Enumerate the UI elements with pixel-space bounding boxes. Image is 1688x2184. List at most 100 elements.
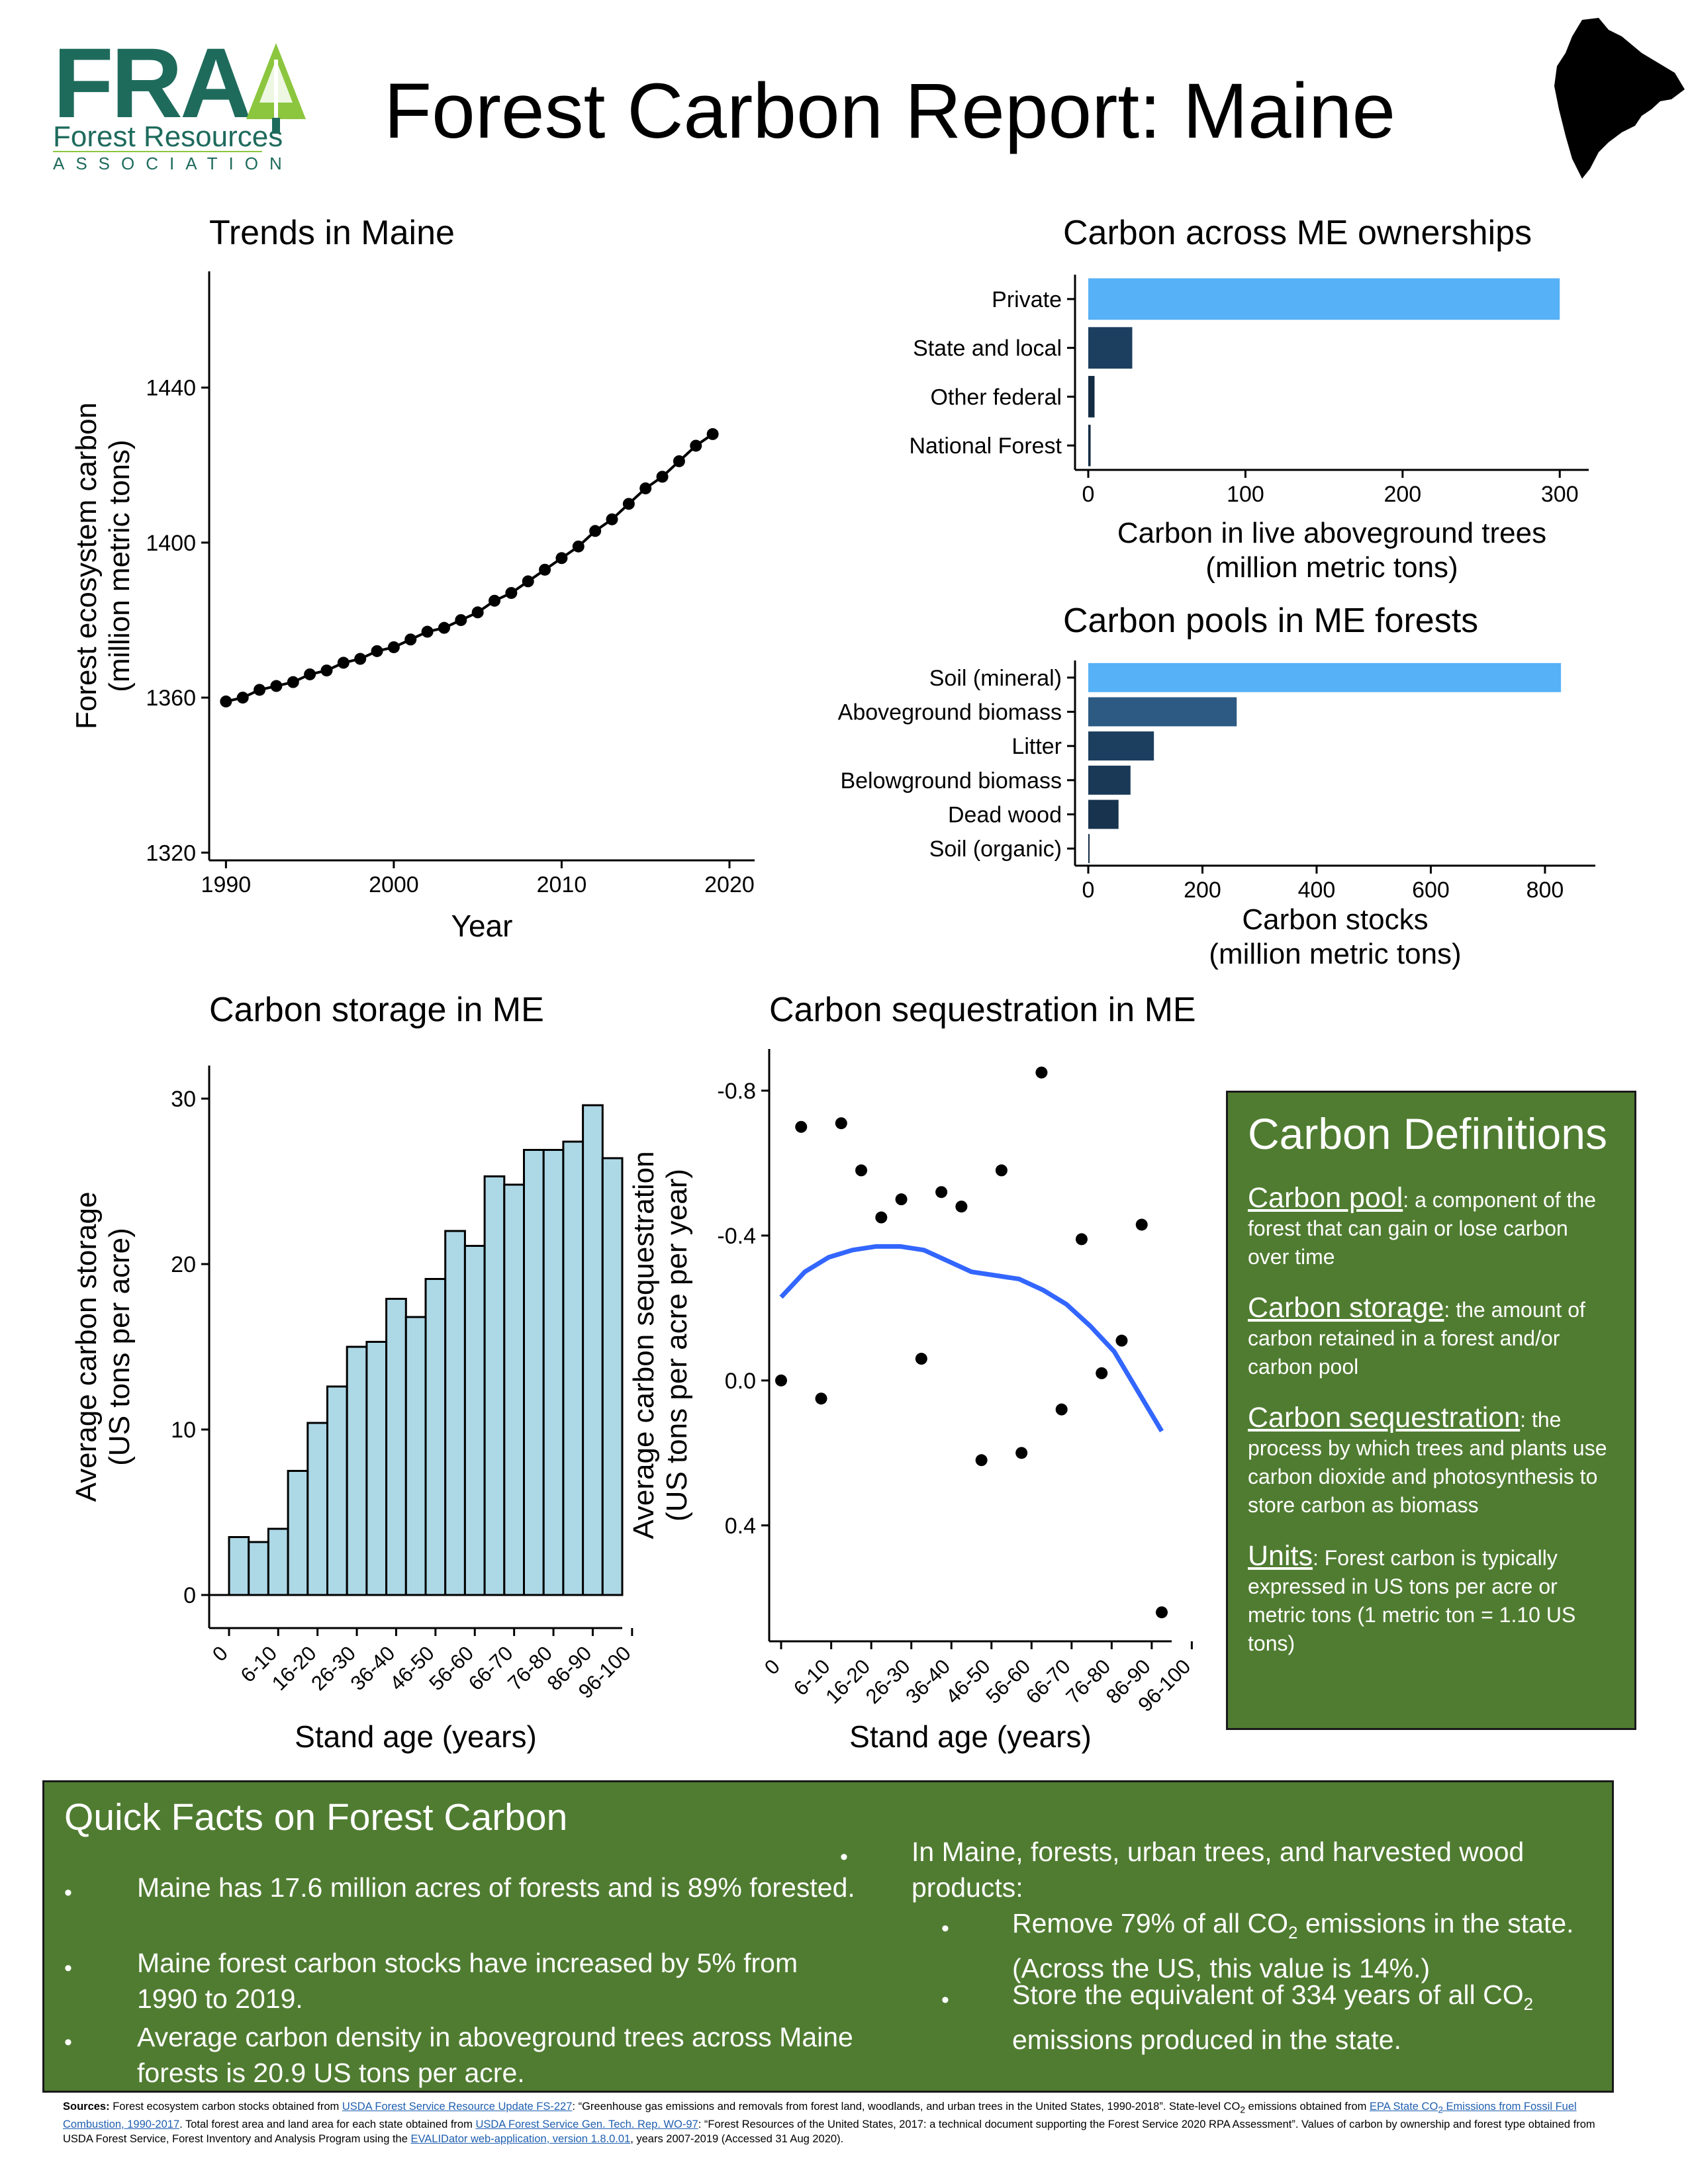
sources-link-fs227[interactable]: USDA Forest Service Resource Update FS-2…: [342, 2101, 573, 2113]
data-point: [622, 498, 635, 510]
maine-map-icon: [1554, 18, 1685, 179]
definition-text: : the process by which trees and plants …: [1248, 1408, 1607, 1517]
data-point: [1055, 1403, 1068, 1416]
storage-bar: [306, 1422, 328, 1596]
x-axis-title-line2: (million metric tons): [1205, 551, 1458, 584]
x-tick-label: 2000: [369, 872, 419, 897]
definition-text: : the amount of carbon retained in a for…: [1248, 1298, 1585, 1379]
data-point: [455, 614, 467, 626]
data-point: [656, 471, 669, 483]
bullet: •: [64, 1880, 72, 1905]
data-point: [606, 513, 618, 525]
data-point: [835, 1117, 847, 1130]
data-point: [236, 692, 249, 704]
sources-text: : “Greenhouse gas emissions and removals…: [572, 2101, 1241, 2113]
ownership-category-label: Other federal: [931, 385, 1062, 410]
data-point: [795, 1120, 808, 1133]
pools-chart: Soil (mineral) Aboveground biomass Litter B…: [838, 660, 1595, 970]
x-axis-title: Year: [451, 909, 513, 943]
ownership-bar: [1088, 278, 1560, 320]
x-tick-label: 36-40: [901, 1655, 955, 1708]
data-point: [673, 455, 685, 467]
sources-subscript: 2: [1438, 2105, 1443, 2115]
x-axis-title-line1: Carbon in live aboveground trees: [1117, 517, 1546, 549]
definition-term: Carbon pool: [1248, 1182, 1403, 1214]
sources-text: : “Forest Resources of the United States…: [63, 2118, 1595, 2146]
data-point: [775, 1374, 787, 1387]
logo-org-name: Forest Resources: [53, 120, 283, 153]
storage-bar: [385, 1298, 407, 1596]
ownership-category-label: Private: [992, 287, 1062, 312]
pool-category-label: Belowground biomass: [840, 768, 1062, 794]
storage-bar: [287, 1470, 309, 1596]
storage-bar: [562, 1140, 585, 1596]
storage-bar: [326, 1385, 348, 1596]
data-point: [955, 1201, 968, 1213]
data-point: [1096, 1367, 1108, 1379]
data-point: [220, 695, 232, 707]
sources-subscript: 2: [1240, 2105, 1245, 2115]
pool-category-label: Dead wood: [948, 803, 1062, 828]
data-point: [287, 676, 299, 688]
data-point: [337, 657, 350, 669]
x-axis-title-line1: Carbon stocks: [1242, 903, 1428, 936]
ownership-bar: [1088, 327, 1133, 369]
data-point: [320, 664, 333, 677]
co2-subscript: 2: [1523, 1994, 1534, 2015]
logo-wordmark: FRA: [53, 27, 252, 138]
storage-bar: [248, 1541, 269, 1596]
pool-bar: [1088, 731, 1154, 761]
y-axis-title-line2: (US tons per acre): [103, 1228, 136, 1465]
sequestration-chart: -0.8-0.40.00.40 6-1016-2026-3036-4046-505…: [628, 1049, 1195, 1754]
data-point: [471, 606, 484, 619]
definition-carbon-storage: Carbon storage: the amount of carbon ret…: [1248, 1294, 1615, 1381]
data-point: [935, 1186, 948, 1199]
storage-bar: [346, 1345, 368, 1596]
definition-carbon-sequestration: Carbon sequestration: the process by whi…: [1248, 1404, 1615, 1520]
trends-chart: 1320 1360 1400 1440 1990 2000 2010 2020 Year Fore…: [70, 271, 755, 943]
y-tick-label: 1320: [146, 841, 196, 866]
fact-forest-acres: Maine has 17.6 million acres of forests …: [137, 1872, 855, 1903]
data-point: [387, 641, 400, 653]
data-point: [1115, 1334, 1128, 1347]
data-point: [489, 594, 501, 607]
bullet: •: [64, 1956, 72, 1981]
sources-link-evalidator[interactable]: EVALIDator web-application, version 1.8.…: [410, 2133, 631, 2146]
y-tick-label: 30: [171, 1087, 196, 1112]
x-tick-label: 16-20: [267, 1641, 321, 1695]
bullet: •: [64, 2030, 72, 2055]
x-tick-label: 2020: [704, 872, 755, 897]
x-tick-label: 100: [1227, 482, 1264, 507]
x-tick-label: 56-60: [424, 1641, 478, 1695]
definition-carbon-pool: Carbon pool: a component of the forest t…: [1248, 1184, 1615, 1271]
definition-units: Units: Forest carbon is typically expres…: [1248, 1542, 1615, 1658]
trends-chart-title: Trends in Maine: [209, 214, 455, 252]
storage-bar: [483, 1175, 506, 1596]
definition-term: Units: [1248, 1540, 1313, 1572]
fact-carbon-density: Average carbon density in aboveground tr…: [137, 2022, 853, 2088]
y-axis-title-line2: (million metric tons): [103, 439, 136, 692]
logo-association: ASSOCIATION: [53, 154, 293, 173]
x-tick-label: 200: [1383, 482, 1421, 507]
x-axis-title-line2: (million metric tons): [1209, 938, 1461, 970]
y-axis-title-line1: Average carbon sequestration: [628, 1151, 660, 1539]
data-point: [421, 625, 434, 638]
x-tick-label: 36-40: [346, 1641, 400, 1695]
data-point: [915, 1353, 927, 1365]
y-tick-label: 20: [171, 1252, 196, 1277]
sources-link-wo97[interactable]: USDA Forest Service Gen. Tech. Rep. WO-9…: [475, 2118, 698, 2131]
x-tick-label: 0: [208, 1641, 232, 1666]
y-tick-label: 0.0: [725, 1369, 756, 1394]
data-point: [304, 668, 316, 680]
data-point: [438, 621, 450, 634]
bullet: •: [840, 1844, 848, 1870]
sources-link-epa[interactable]: EPA State CO2 Emissions from Fossil Fuel…: [63, 2101, 1577, 2130]
x-tick-label: 800: [1526, 878, 1564, 903]
trend-curve: [779, 1244, 1164, 1433]
x-tick-label: 2010: [537, 872, 587, 897]
sequestration-chart-title: Carbon sequestration in ME: [769, 991, 1196, 1029]
y-axis-title-line1: Forest ecosystem carbon: [70, 402, 103, 729]
pool-category-label: Litter: [1011, 734, 1062, 759]
ownership-bar: [1088, 376, 1095, 418]
data-point: [895, 1193, 908, 1206]
